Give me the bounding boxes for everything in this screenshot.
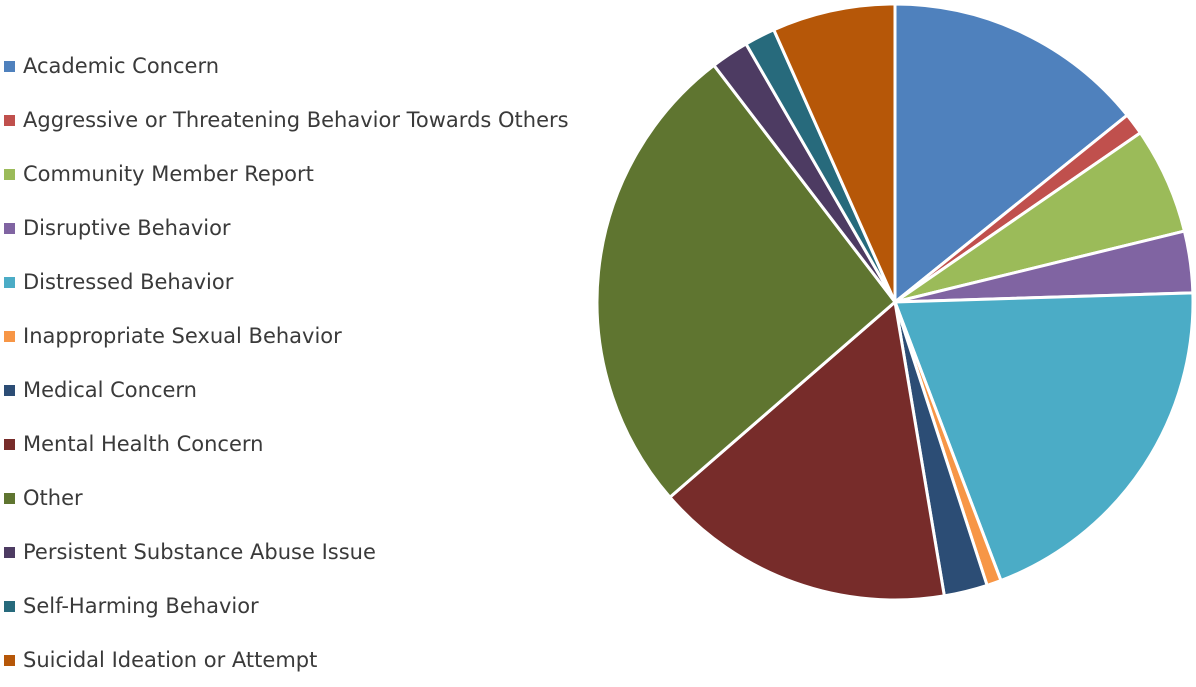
legend-swatch — [4, 546, 15, 558]
legend-item: Academic Concern — [4, 39, 644, 93]
pie-chart — [595, 2, 1195, 602]
legend-item: Medical Concern — [4, 363, 644, 417]
legend-item: Inappropriate Sexual Behavior — [4, 309, 644, 363]
legend-swatch — [4, 600, 15, 612]
legend-swatch — [4, 222, 15, 234]
legend-item: Other — [4, 471, 644, 525]
legend-item: Self-Harming Behavior — [4, 579, 644, 633]
legend-swatch — [4, 60, 15, 72]
legend-item: Community Member Report — [4, 147, 644, 201]
legend-label: Self-Harming Behavior — [23, 594, 259, 618]
legend-item: Mental Health Concern — [4, 417, 644, 471]
pie-slice — [893, 291, 1195, 583]
legend-swatch — [4, 276, 15, 288]
legend-label: Inappropriate Sexual Behavior — [23, 324, 342, 348]
legend-item: Aggressive or Threatening Behavior Towar… — [4, 93, 644, 147]
legend-label: Distressed Behavior — [23, 270, 234, 294]
legend-swatch — [4, 384, 15, 396]
legend-label: Persistent Substance Abuse Issue — [23, 540, 376, 564]
pie-slice — [595, 63, 897, 499]
legend-swatch — [4, 168, 15, 180]
legend-item: Disruptive Behavior — [4, 201, 644, 255]
legend-swatch — [4, 114, 15, 126]
legend-label: Other — [23, 486, 83, 510]
legend-item: Persistent Substance Abuse Issue — [4, 525, 644, 579]
legend-label: Academic Concern — [23, 54, 220, 78]
legend-swatch — [4, 330, 15, 342]
legend-item: Distressed Behavior — [4, 255, 644, 309]
legend-label: Community Member Report — [23, 162, 314, 186]
legend-label: Mental Health Concern — [23, 432, 264, 456]
legend-swatch — [4, 654, 15, 666]
legend-label: Aggressive or Threatening Behavior Towar… — [23, 108, 569, 132]
pie-slice — [772, 2, 897, 304]
legend-label: Disruptive Behavior — [23, 216, 231, 240]
legend-label: Medical Concern — [23, 378, 197, 402]
pie-slice — [893, 2, 1129, 304]
pie-slice — [668, 300, 946, 602]
legend-swatch — [4, 492, 15, 504]
legend-swatch — [4, 438, 15, 450]
